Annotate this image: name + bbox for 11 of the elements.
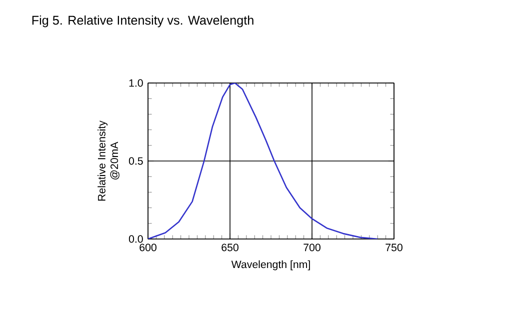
x-tick-label: 600 <box>140 244 156 252</box>
y-tick-label: 1.0 <box>129 79 143 87</box>
x-tick-label: 650 <box>222 244 238 252</box>
x-axis-title: Wavelength [nm] <box>231 260 310 270</box>
x-tick-label: 750 <box>386 244 402 252</box>
chart-title: Fig 5. Relative Intensity vs. Wavelength <box>32 15 254 28</box>
x-tick-label: 700 <box>304 244 320 252</box>
y-tick-label: 0.0 <box>128 235 143 243</box>
y-tick-label: 0.5 <box>128 157 143 165</box>
y-axis-title: Relative Intensity @20mA <box>98 120 120 201</box>
line-series <box>148 83 378 239</box>
